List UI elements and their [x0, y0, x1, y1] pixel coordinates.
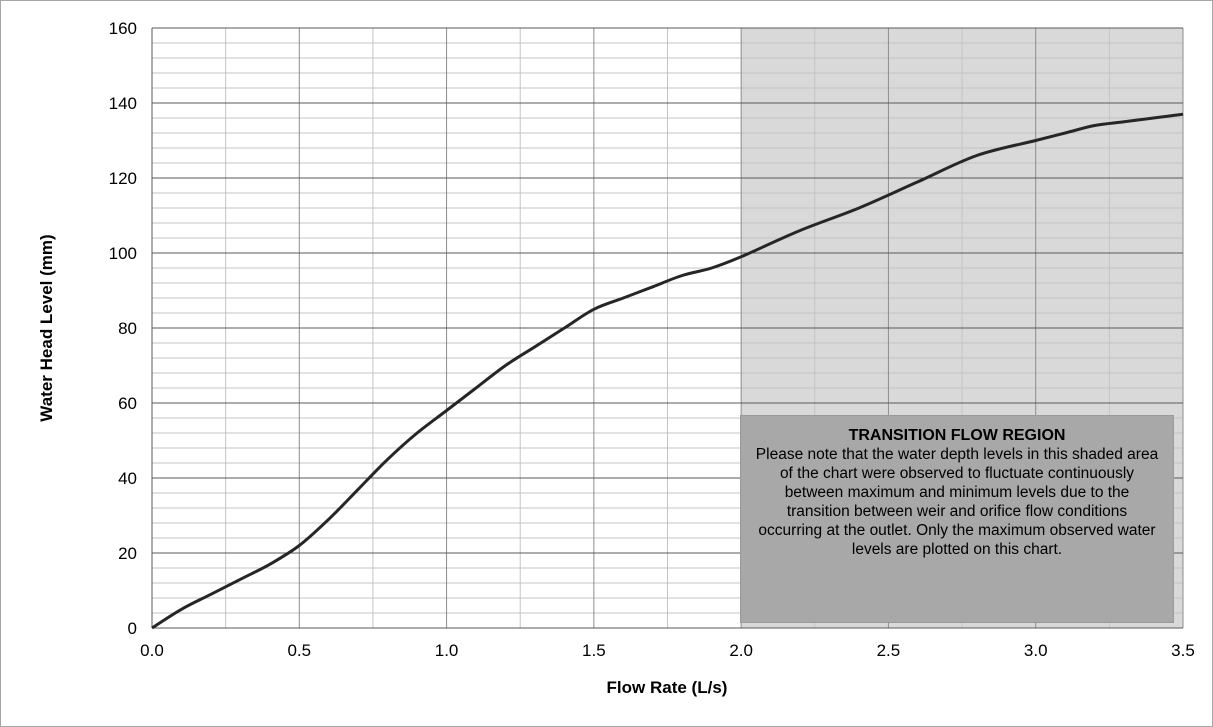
x-tick-label: 3.5	[1171, 641, 1195, 660]
y-tick-label: 20	[118, 544, 137, 563]
note-title: TRANSITION FLOW REGION	[848, 427, 1066, 444]
x-tick-label: 0.0	[140, 641, 164, 660]
y-axis-title: Water Head Level (mm)	[37, 234, 56, 421]
x-axis-title: Flow Rate (L/s)	[607, 678, 728, 697]
y-tick-label: 160	[109, 19, 137, 38]
x-tick-label: 2.5	[877, 641, 901, 660]
x-tick-label: 1.0	[435, 641, 459, 660]
y-tick-label: 60	[118, 394, 137, 413]
note-text: Please note that the water depth levels …	[755, 446, 1159, 558]
series-line	[151, 112, 1184, 630]
y-tick-label: 100	[109, 244, 137, 263]
x-tick-label: 3.0	[1024, 641, 1048, 660]
y-tick-label: 120	[109, 169, 137, 188]
x-tick-label: 1.5	[582, 641, 606, 660]
transition-flow-note: TRANSITION FLOW REGION Please note that …	[740, 415, 1174, 623]
x-tick-label: 0.5	[287, 641, 311, 660]
y-tick-label: 140	[109, 94, 137, 113]
y-tick-label: 40	[118, 469, 137, 488]
y-tick-label: 0	[128, 619, 137, 638]
y-tick-label: 80	[118, 319, 137, 338]
x-tick-label: 2.0	[729, 641, 753, 660]
